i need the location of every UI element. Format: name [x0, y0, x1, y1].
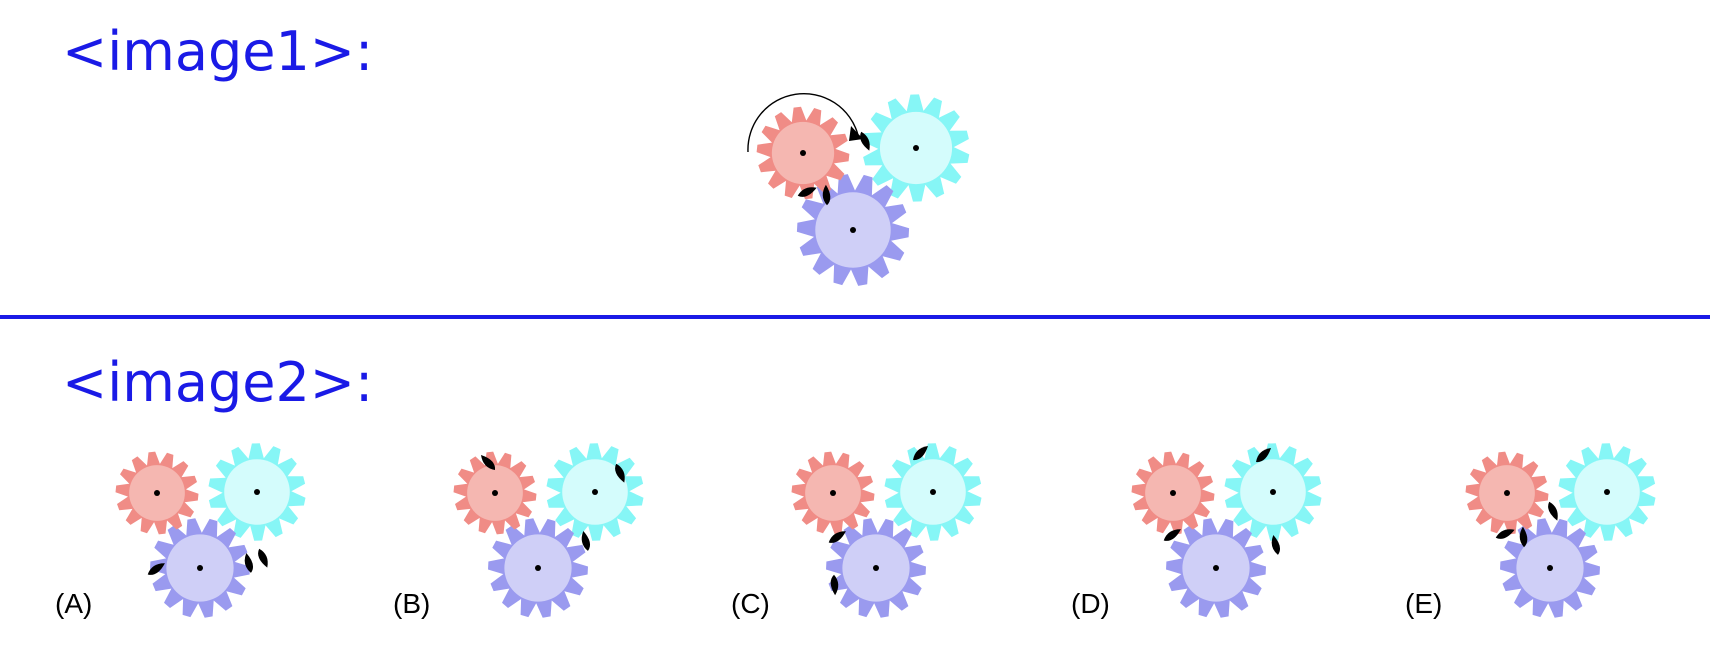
blue-gear: [488, 518, 588, 618]
option-gear-diagram-a[interactable]: [105, 440, 315, 625]
position-marker: [258, 548, 268, 568]
image1-heading: <image1>:: [62, 20, 374, 83]
blue-gear: [1166, 518, 1266, 618]
position-marker: [615, 463, 625, 483]
position-marker: [481, 455, 496, 470]
position-marker: [828, 531, 846, 543]
red-gear: [115, 451, 199, 535]
cyan-gear: [884, 443, 982, 541]
cyan-gear: [1224, 443, 1322, 541]
position-marker: [1163, 529, 1181, 541]
option-label-b[interactable]: (B): [393, 588, 431, 619]
blue-gear: [826, 518, 926, 618]
red-gear: [756, 106, 850, 200]
position-marker: [1548, 501, 1558, 521]
position-marker: [1519, 526, 1528, 548]
position-marker: [1256, 448, 1271, 463]
position-marker: [1495, 529, 1515, 539]
option-gear-diagram-e[interactable]: [1455, 440, 1665, 625]
red-gear: [1465, 451, 1549, 535]
position-marker: [913, 446, 928, 461]
position-marker: [830, 574, 839, 596]
position-marker: [244, 552, 254, 573]
rotation-arrow-arc: [747, 92, 859, 153]
position-marker: [860, 131, 870, 151]
position-marker: [581, 530, 591, 551]
cyan-gear: [862, 94, 970, 202]
cyan-gear: [1558, 443, 1656, 541]
option-gear-diagram-c[interactable]: [781, 440, 991, 625]
image1-gear-diagram: [747, 92, 970, 286]
position-marker: [1271, 534, 1281, 555]
position-marker: [797, 187, 817, 197]
option-label-d[interactable]: (D): [1071, 588, 1110, 619]
option-gear-diagram-b[interactable]: [443, 440, 653, 625]
cyan-gear: [546, 443, 644, 541]
option-label-a[interactable]: (A): [55, 588, 93, 619]
section-divider: [0, 315, 1710, 319]
image2-heading: <image2>:: [62, 351, 374, 414]
blue-gear: [150, 518, 250, 618]
rotation-arrowhead-icon: [849, 126, 863, 141]
cyan-gear: [208, 443, 306, 541]
option-label-c[interactable]: (C): [731, 588, 770, 619]
red-gear: [791, 451, 875, 535]
option-label-e[interactable]: (E): [1405, 588, 1443, 619]
option-gear-diagram-d[interactable]: [1121, 440, 1331, 625]
red-gear: [453, 451, 537, 535]
position-marker: [147, 563, 165, 575]
red-gear: [1131, 451, 1215, 535]
position-marker: [822, 184, 831, 206]
